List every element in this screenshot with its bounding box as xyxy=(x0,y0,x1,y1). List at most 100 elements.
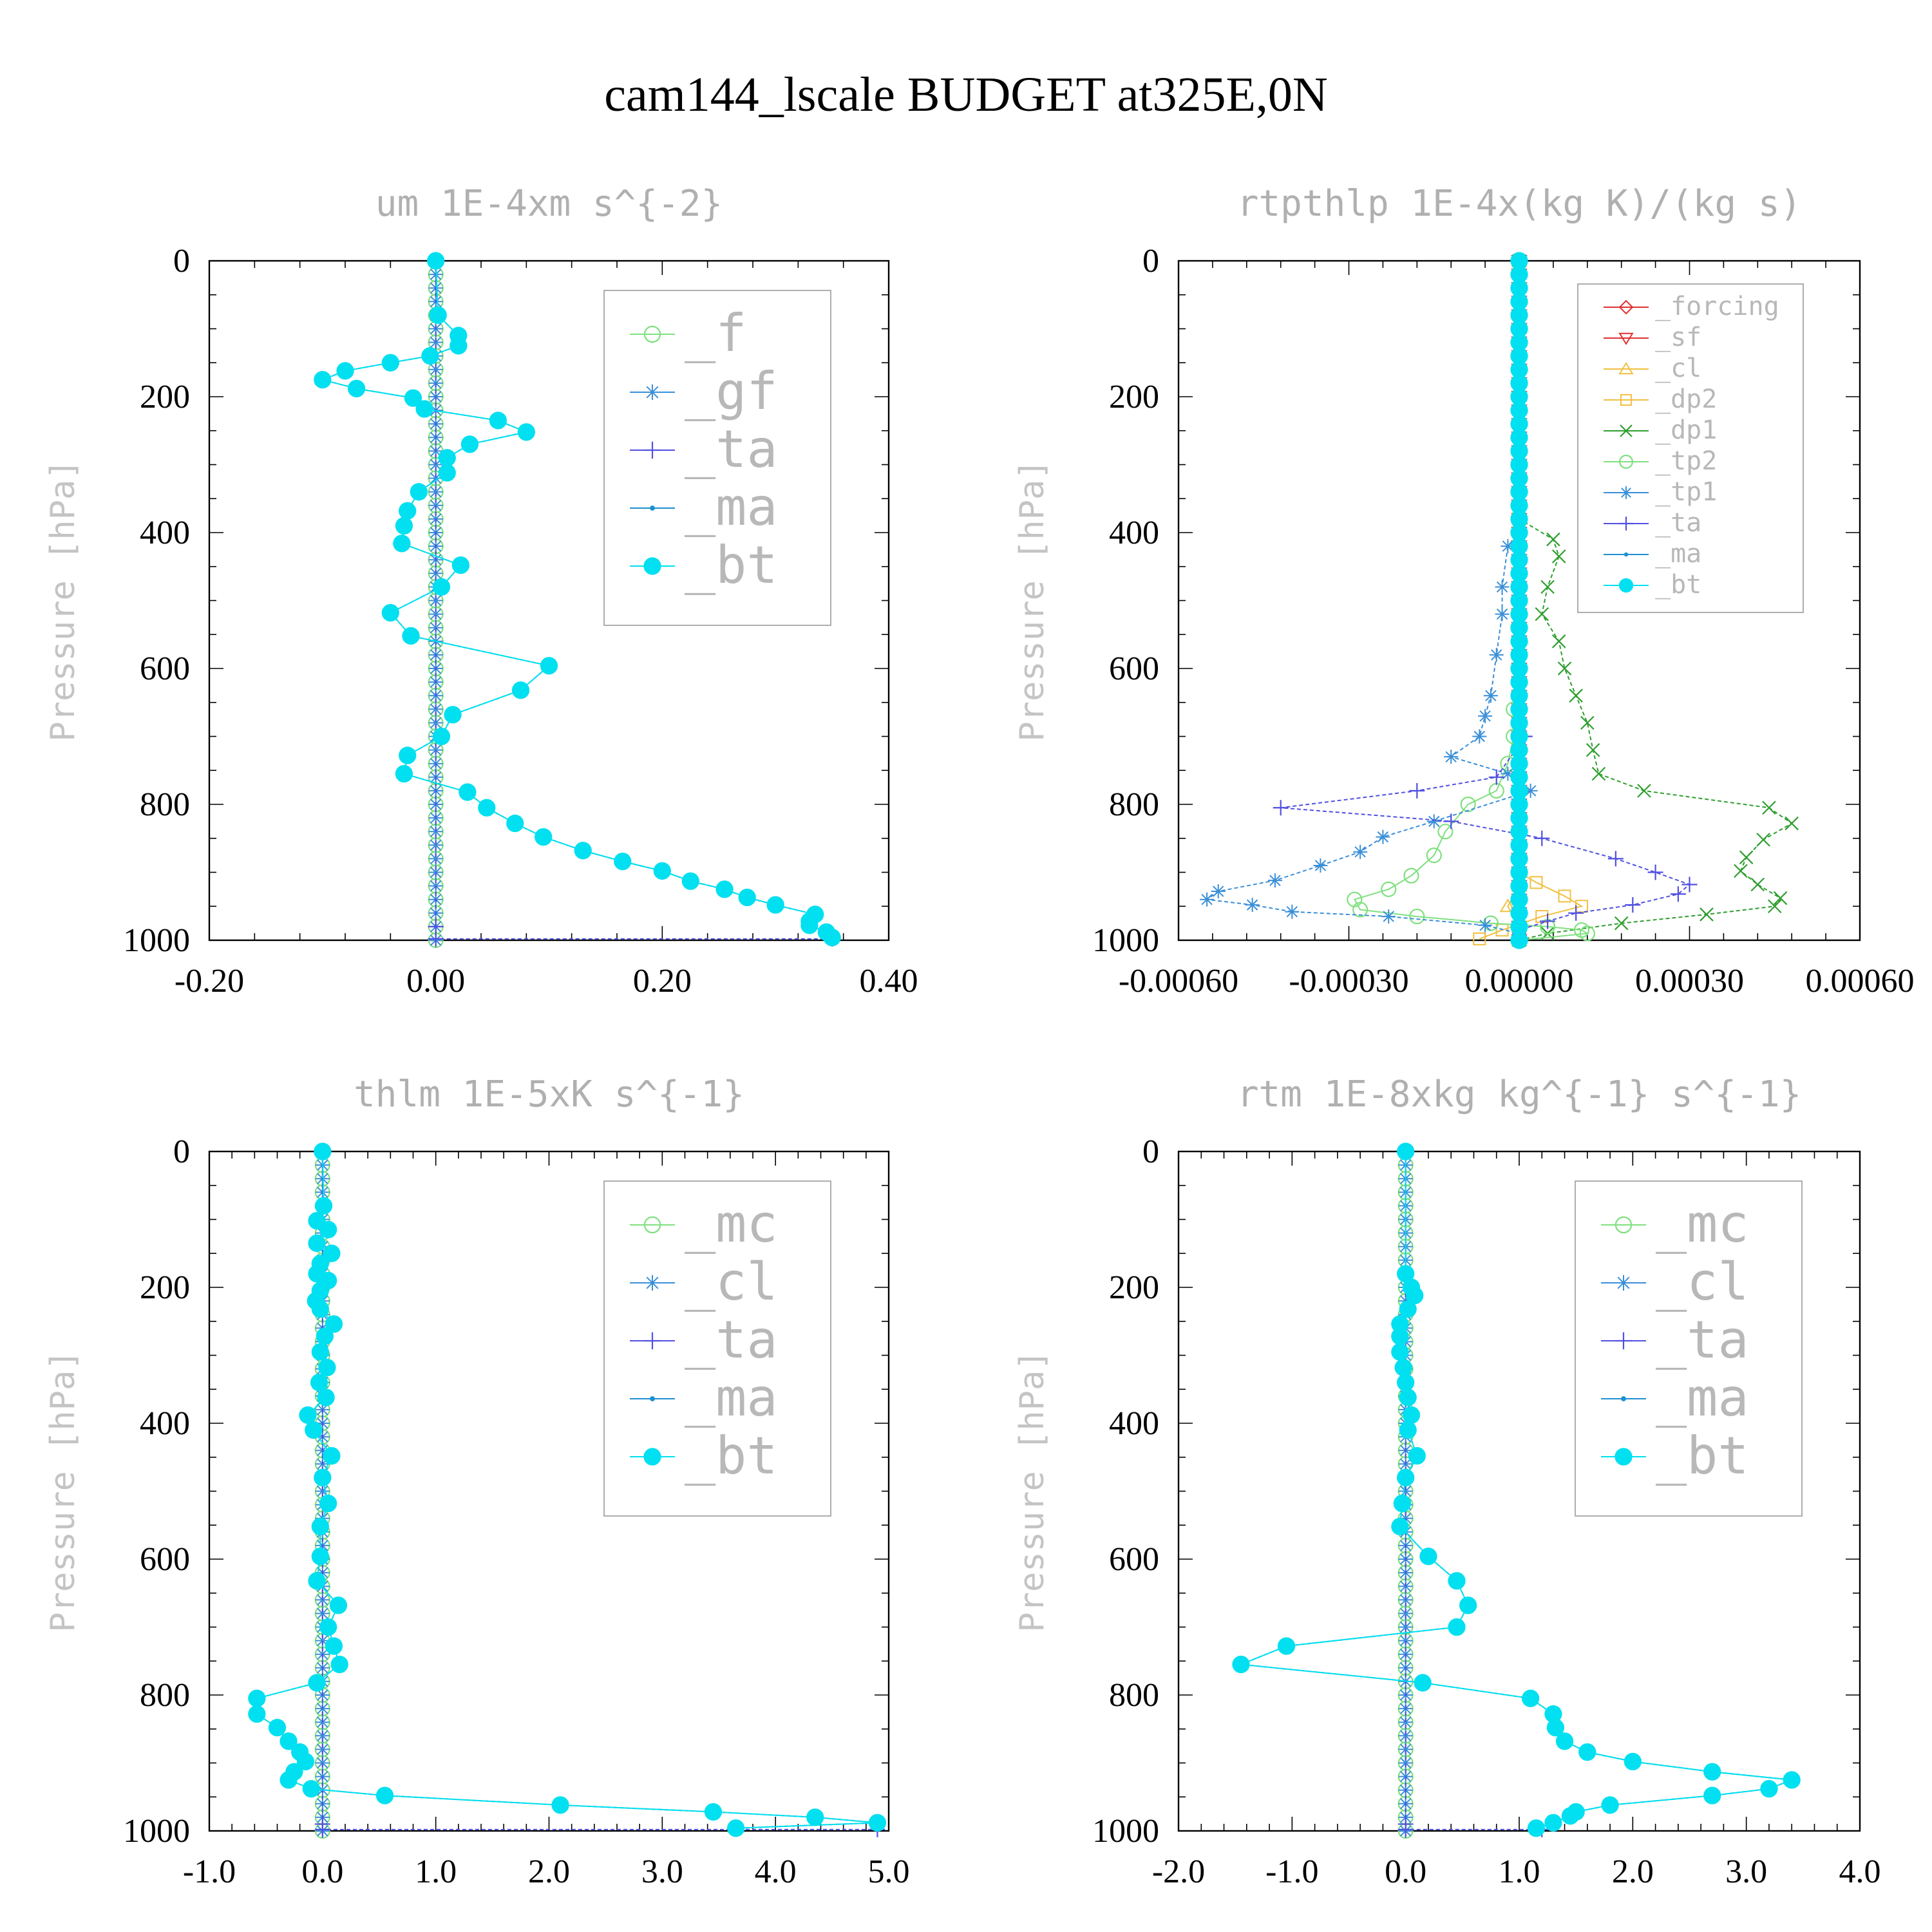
legend-entry: _f xyxy=(630,303,746,363)
data-point xyxy=(1783,1771,1801,1789)
data-point xyxy=(1540,580,1555,594)
x-tick-label: 4.0 xyxy=(1839,1853,1881,1890)
data-point xyxy=(1426,814,1441,829)
data-point xyxy=(319,1494,337,1513)
data-point xyxy=(1510,333,1528,352)
legend-entry: _cl xyxy=(1604,354,1701,383)
data-point xyxy=(1544,1814,1562,1832)
data-point xyxy=(393,535,411,553)
data-point xyxy=(806,1808,824,1826)
chart-panel-3: thlm 1E-5xK s^{-1} Pressure [hPa] 0 200 400 6… xyxy=(44,1074,910,1890)
x-tick-label: 1.0 xyxy=(1499,1853,1540,1890)
data-point xyxy=(868,1814,887,1832)
legend-label: _gf xyxy=(685,361,778,421)
series-line xyxy=(320,260,833,938)
x-tick-label: 0.00000 xyxy=(1465,963,1574,999)
y-tick-label: 200 xyxy=(140,379,190,415)
data-point xyxy=(1419,1548,1437,1566)
data-point xyxy=(1397,1142,1415,1160)
y-tick-label: 1000 xyxy=(123,922,190,959)
legend-entry: _dp2 xyxy=(1604,384,1717,414)
data-point xyxy=(450,337,468,355)
data-point xyxy=(1700,907,1714,922)
data-point xyxy=(1499,898,1517,913)
data-point xyxy=(1391,1327,1409,1345)
data-point xyxy=(1544,1705,1562,1723)
legend-marker xyxy=(1620,486,1633,499)
data-point xyxy=(1460,796,1476,813)
y-tick-label: 600 xyxy=(1109,650,1159,687)
data-point xyxy=(1488,769,1504,785)
series-tp2 xyxy=(1347,252,1595,949)
legend-marker xyxy=(1619,454,1634,469)
data-point xyxy=(1313,858,1328,873)
data-point xyxy=(1607,851,1624,867)
legend-marker xyxy=(1615,1332,1633,1350)
y-tick-label: 200 xyxy=(1109,379,1159,415)
legend-marker xyxy=(1618,362,1634,375)
data-point xyxy=(1510,442,1528,460)
data-point xyxy=(1510,755,1528,773)
data-point xyxy=(1408,1447,1426,1465)
data-point xyxy=(432,727,451,746)
x-tick-label: 4.0 xyxy=(755,1853,797,1890)
data-point xyxy=(1398,1742,1413,1757)
series-line xyxy=(1353,261,1589,941)
data-point xyxy=(1580,715,1595,730)
data-point xyxy=(375,1786,394,1804)
data-point xyxy=(1510,632,1528,650)
data-point xyxy=(311,1300,329,1318)
chart-panel-2: rtpthlp 1E-4x(kg K)/(kg s) Pressure [hPa]… xyxy=(1013,183,1915,999)
data-point xyxy=(1397,1374,1415,1392)
legend-entry: _cl xyxy=(630,1252,778,1312)
data-point xyxy=(311,1343,329,1361)
data-point xyxy=(428,620,443,635)
data-point xyxy=(279,1732,298,1750)
x-tick-label: 3.0 xyxy=(1725,1853,1767,1890)
x-tick-label: 0.00030 xyxy=(1635,963,1744,999)
data-point xyxy=(1510,918,1528,936)
data-point xyxy=(1510,904,1528,922)
legend-entry: _ta xyxy=(630,419,778,479)
data-point xyxy=(381,603,399,622)
data-point xyxy=(738,888,756,907)
legend-marker xyxy=(644,1274,661,1291)
data-point xyxy=(1510,931,1528,949)
data-point xyxy=(1703,1786,1721,1804)
legend-marker xyxy=(1624,552,1629,557)
data-point xyxy=(315,1728,330,1743)
data-point xyxy=(1750,877,1765,892)
data-point xyxy=(410,483,428,501)
x-tick-label: 2.0 xyxy=(1612,1853,1654,1890)
series-bt xyxy=(1510,252,1528,949)
data-point xyxy=(311,1548,329,1566)
data-point xyxy=(1578,1743,1596,1761)
data-point xyxy=(308,1674,326,1692)
data-point xyxy=(428,471,443,486)
data-point xyxy=(1510,646,1528,664)
data-point xyxy=(1391,1315,1409,1333)
legend-entry: _sf xyxy=(1604,323,1701,352)
x-tick-label: -1.0 xyxy=(1265,1853,1318,1890)
legend-label: _dp2 xyxy=(1655,384,1717,414)
data-point xyxy=(1681,876,1698,893)
data-point xyxy=(1510,687,1528,705)
legend-marker xyxy=(643,1216,661,1234)
data-point xyxy=(311,1517,329,1536)
data-point xyxy=(1739,850,1754,865)
data-point xyxy=(315,1606,330,1621)
data-point xyxy=(1510,510,1528,528)
data-point xyxy=(305,1421,323,1439)
legend-marker xyxy=(1615,1216,1633,1234)
data-point xyxy=(415,400,433,418)
data-point xyxy=(428,457,443,472)
x-tick-label: 2.0 xyxy=(528,1853,570,1890)
data-point xyxy=(1510,836,1528,854)
data-point xyxy=(1426,848,1442,864)
data-point xyxy=(1406,1287,1424,1305)
data-point xyxy=(1510,537,1528,555)
data-point xyxy=(428,362,443,377)
data-point xyxy=(428,824,443,839)
series-bt xyxy=(248,1142,887,1837)
